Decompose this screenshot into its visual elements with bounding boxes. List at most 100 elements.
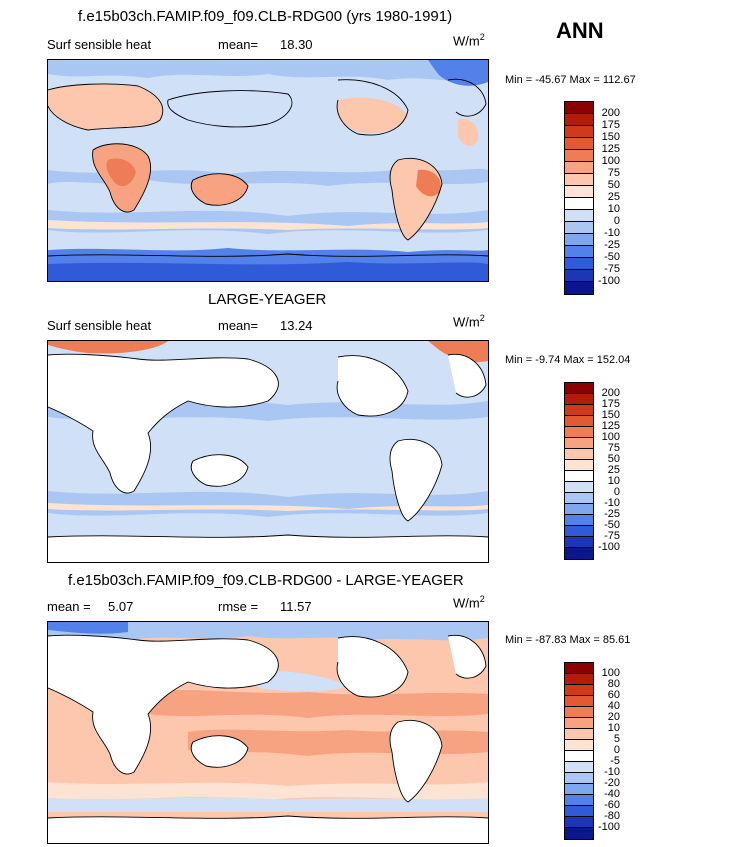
panel1-colorbar-swatch bbox=[565, 270, 593, 282]
panel2-map-graphic bbox=[48, 341, 488, 562]
panel3-colorbar-swatch bbox=[565, 707, 593, 718]
panel3-colorbar-swatch bbox=[565, 762, 593, 773]
panel1-colorbar-swatch bbox=[565, 126, 593, 138]
colorbar-tick-label: -100 bbox=[597, 275, 620, 287]
panel2-colorbar-swatch bbox=[565, 460, 593, 471]
panel1-colorbar-swatch bbox=[565, 174, 593, 186]
panel3-colorbar-swatch bbox=[565, 773, 593, 784]
panel3-rmse-value: 11.57 bbox=[280, 599, 312, 614]
panel3-colorbar-swatch bbox=[565, 663, 593, 674]
panel2-colorbar-swatch bbox=[565, 482, 593, 493]
colorbar-tick-label: -5 bbox=[610, 755, 620, 767]
panel2-colorbar-swatch bbox=[565, 394, 593, 405]
panel3-colorbar-swatch bbox=[565, 806, 593, 817]
colorbar-tick-label: 100 bbox=[601, 431, 620, 443]
panel1-colorbar-swatch bbox=[565, 282, 593, 294]
colorbar-tick-label: 75 bbox=[607, 442, 620, 454]
panel1-mean-label: mean= bbox=[218, 37, 259, 52]
panel3-title: f.e15b03ch.FAMIP.f09_f09.CLB-RDG00 - LAR… bbox=[68, 572, 464, 589]
panel3-colorbar-swatch bbox=[565, 696, 593, 707]
colorbar-tick-label: 10 bbox=[607, 203, 620, 215]
panel3-colorbar-swatch bbox=[565, 751, 593, 762]
panel2-mean-value: 13.24 bbox=[280, 318, 313, 333]
colorbar-tick-label: -10 bbox=[604, 766, 620, 778]
panel3-colorbar bbox=[564, 662, 594, 840]
colorbar-tick-label: -20 bbox=[604, 777, 620, 789]
colorbar-tick-label: -10 bbox=[604, 497, 620, 509]
panel3-colorbar-swatch bbox=[565, 784, 593, 795]
panel3-colorbar-swatch bbox=[565, 795, 593, 806]
panel2-variable-label: Surf sensible heat bbox=[47, 318, 152, 333]
panel3-map-graphic bbox=[48, 622, 488, 843]
panel2-colorbar-swatch bbox=[565, 548, 593, 559]
colorbar-tick-label: -75 bbox=[604, 530, 620, 542]
colorbar-tick-label: -25 bbox=[604, 508, 620, 520]
colorbar-tick-label: -25 bbox=[604, 239, 620, 251]
panel3-map bbox=[47, 621, 489, 844]
season-label: ANN bbox=[556, 18, 604, 43]
colorbar-tick-label: 175 bbox=[601, 398, 620, 410]
colorbar-tick-label: -40 bbox=[604, 788, 620, 800]
panel2-colorbar-swatch bbox=[565, 493, 593, 504]
colorbar-tick-label: -80 bbox=[604, 810, 620, 822]
panel3-mean-label: mean = bbox=[47, 599, 91, 614]
colorbar-tick-label: 60 bbox=[607, 689, 620, 701]
colorbar-tick-label: -100 bbox=[597, 541, 620, 553]
panel2-colorbar-swatch bbox=[565, 504, 593, 515]
panel2-min-max: Min = -9.74 Max = 152.04 bbox=[505, 354, 631, 366]
panel2-colorbar-swatch bbox=[565, 383, 593, 394]
colorbar-tick-label: 50 bbox=[607, 453, 620, 465]
panel1-colorbar-swatch bbox=[565, 150, 593, 162]
panel3-colorbar-swatch bbox=[565, 718, 593, 729]
panel3-mean-value: 5.07 bbox=[108, 599, 134, 614]
panel3-colorbar-swatch bbox=[565, 828, 593, 839]
colorbar-tick-label: 25 bbox=[607, 464, 620, 476]
panel2-colorbar-swatch bbox=[565, 427, 593, 438]
panel1-colorbar-swatch bbox=[565, 186, 593, 198]
panel1-colorbar-swatch bbox=[565, 222, 593, 234]
colorbar-tick-label: -75 bbox=[604, 263, 620, 275]
panel1-colorbar-swatch bbox=[565, 246, 593, 258]
colorbar-tick-label: 80 bbox=[607, 678, 620, 690]
colorbar-tick-label: 25 bbox=[607, 191, 620, 203]
colorbar-tick-label: 150 bbox=[601, 409, 620, 421]
panel1-variable-label: Surf sensible heat bbox=[47, 37, 152, 52]
colorbar-tick-label: -10 bbox=[604, 227, 620, 239]
panel2-colorbar bbox=[564, 382, 594, 560]
panel1-colorbar-swatch bbox=[565, 138, 593, 150]
colorbar-tick-label: 100 bbox=[601, 155, 620, 167]
colorbar-tick-label: 20 bbox=[607, 711, 620, 723]
colorbar-tick-label: 125 bbox=[601, 143, 620, 155]
panel1-colorbar-swatch bbox=[565, 234, 593, 246]
panel1-title: f.e15b03ch.FAMIP.f09_f09.CLB-RDG00 (yrs … bbox=[78, 8, 453, 25]
colorbar-tick-label: 200 bbox=[601, 107, 620, 119]
panel3-colorbar-swatch bbox=[565, 685, 593, 696]
panel2-colorbar-swatch bbox=[565, 526, 593, 537]
panel1-map bbox=[47, 59, 489, 282]
panel2-map bbox=[47, 340, 489, 563]
panel1-colorbar-swatch bbox=[565, 162, 593, 174]
panel3-rmse-label: rmse = bbox=[218, 599, 259, 614]
panel3-unit: W/m2 bbox=[453, 594, 485, 611]
colorbar-tick-label: 50 bbox=[607, 179, 620, 191]
colorbar-tick-label: -50 bbox=[604, 251, 620, 263]
panel2-title: LARGE-YEAGER bbox=[208, 291, 327, 308]
panel3-min-max: Min = -87.83 Max = 85.61 bbox=[505, 634, 631, 646]
colorbar-tick-label: 175 bbox=[601, 119, 620, 131]
colorbar-tick-label: 75 bbox=[607, 167, 620, 179]
panel2-colorbar-swatch bbox=[565, 449, 593, 460]
panel3-colorbar-swatch bbox=[565, 674, 593, 685]
colorbar-tick-label: 10 bbox=[607, 475, 620, 487]
panel1-colorbar-swatch bbox=[565, 258, 593, 270]
panel2-colorbar-swatch bbox=[565, 416, 593, 427]
panel1-colorbar bbox=[564, 101, 594, 295]
colorbar-tick-label: 10 bbox=[607, 722, 620, 734]
panel2-colorbar-swatch bbox=[565, 471, 593, 482]
colorbar-tick-label: 125 bbox=[601, 420, 620, 432]
colorbar-tick-label: 100 bbox=[601, 667, 620, 679]
panel1-map-graphic bbox=[48, 60, 488, 281]
colorbar-tick-label: 0 bbox=[613, 486, 620, 498]
colorbar-tick-label: 0 bbox=[613, 744, 620, 756]
panel2-mean-label: mean= bbox=[218, 318, 259, 333]
panel1-unit: W/m2 bbox=[453, 32, 485, 49]
